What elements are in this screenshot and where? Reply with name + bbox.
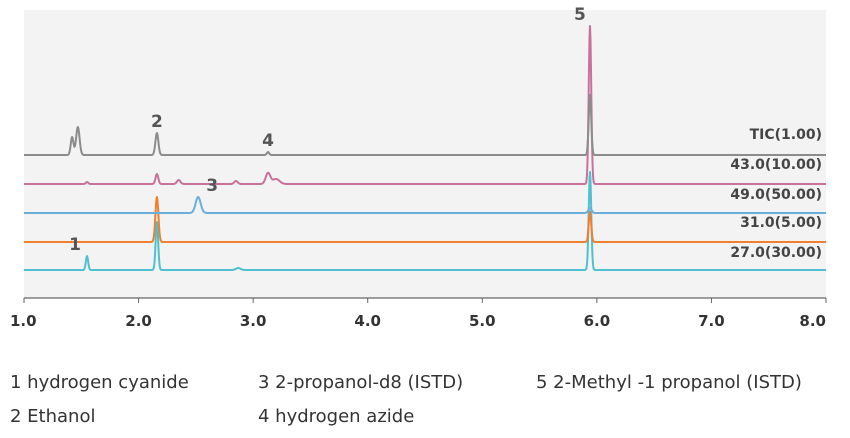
- trace-label-4: 31.0(5.00): [740, 215, 822, 231]
- trace-5: [23, 171, 827, 271]
- peak-label-1: 1: [69, 235, 81, 255]
- trace-2: [23, 25, 827, 185]
- trace-label-2: 43.0(10.00): [730, 157, 822, 173]
- trace-4: [23, 196, 827, 243]
- x-tick-label: 8.0: [799, 312, 826, 330]
- legend-item-2: 2 Ethanol: [10, 406, 96, 427]
- x-tick-label: 4.0: [354, 312, 381, 330]
- x-tick-label: 1.0: [10, 312, 37, 330]
- trace-label-5: 27.0(30.00): [730, 245, 822, 261]
- x-tick-label: 7.0: [698, 312, 725, 330]
- peak-label-5: 5: [574, 5, 586, 25]
- x-tick-label: 3.0: [240, 312, 267, 330]
- trace-3: [23, 196, 827, 214]
- peak-label-2: 2: [151, 112, 163, 132]
- legend-item-1: 1 hydrogen cyanide: [10, 372, 189, 393]
- chromatogram-chart: TIC(1.00) 43.0(10.00) 49.0(50.00) 31.0(5.00…: [10, 5, 827, 330]
- trace-1: [23, 94, 827, 156]
- x-tick-label: 6.0: [584, 312, 611, 330]
- x-tick-label: 5.0: [469, 312, 496, 330]
- peak-label-4: 4: [262, 131, 274, 151]
- trace-label-1: TIC(1.00): [750, 127, 822, 143]
- legend-item-5: 5 2-Methyl -1 propanol (ISTD): [536, 372, 802, 393]
- legend-item-4: 4 hydrogen azide: [258, 406, 415, 427]
- peak-label-3: 3: [206, 176, 218, 196]
- trace-label-3: 49.0(50.00): [730, 187, 822, 203]
- legend-item-3: 3 2-propanol-d8 (ISTD): [258, 372, 464, 393]
- x-tick-label: 2.0: [125, 312, 152, 330]
